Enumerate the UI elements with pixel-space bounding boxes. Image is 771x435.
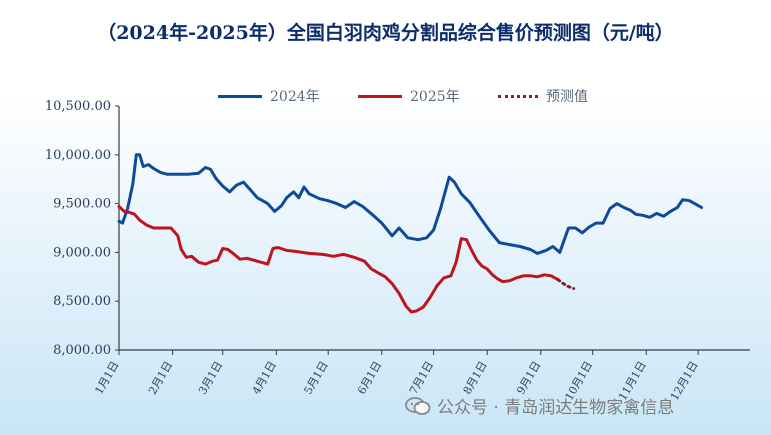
- series-line-1: [117, 205, 560, 314]
- y-tick-label: 10,500.00: [45, 99, 111, 114]
- chart-title: （2024年-2025年）全国白羽肉鸡分割品综合售价预测图（元/吨）: [97, 22, 674, 44]
- series-line-0: [117, 153, 704, 255]
- x-tick-label: 6月1日: [355, 359, 384, 397]
- legend-swatch-2024: [218, 94, 262, 98]
- x-tick-label: 5月1日: [302, 359, 331, 397]
- legend-swatch-2025: [358, 94, 402, 98]
- x-tick-label: 8月1日: [461, 359, 490, 397]
- legend-swatch-forecast: [498, 94, 538, 98]
- legend-item-2025: 2025年: [358, 86, 460, 106]
- x-tick-label: 2月1日: [146, 359, 175, 397]
- wechat-icon: [405, 396, 431, 415]
- watermark-text: 公众号 · 青岛润达生物家禽信息: [437, 398, 675, 418]
- y-tick-label: 9,500.00: [53, 197, 111, 212]
- watermark: 公众号 · 青岛润达生物家禽信息: [405, 393, 674, 418]
- y-tick-label: 9,000.00: [53, 245, 111, 260]
- legend-item-2024: 2024年: [218, 86, 320, 106]
- x-tick-label: 7月1日: [407, 359, 436, 397]
- legend-label-2024: 2024年: [270, 89, 320, 105]
- y-tick-label: 8,500.00: [53, 294, 111, 309]
- legend-item-forecast: 预测值: [498, 86, 588, 106]
- x-tick-label: 4月1日: [250, 359, 279, 397]
- legend-label-2025: 2025年: [410, 89, 460, 105]
- x-tick-label: 9月1日: [514, 359, 543, 397]
- series-line-2: [556, 278, 576, 290]
- y-tick-label: 10,000.00: [45, 148, 111, 163]
- x-tick-label: 3月1日: [196, 359, 225, 397]
- y-tick-label: 8,000.00: [53, 343, 111, 358]
- legend-label-forecast: 预测值: [546, 89, 588, 105]
- x-tick-label: 1月1日: [92, 359, 121, 397]
- chart-legend: 2024年 2025年 预测值: [0, 86, 771, 106]
